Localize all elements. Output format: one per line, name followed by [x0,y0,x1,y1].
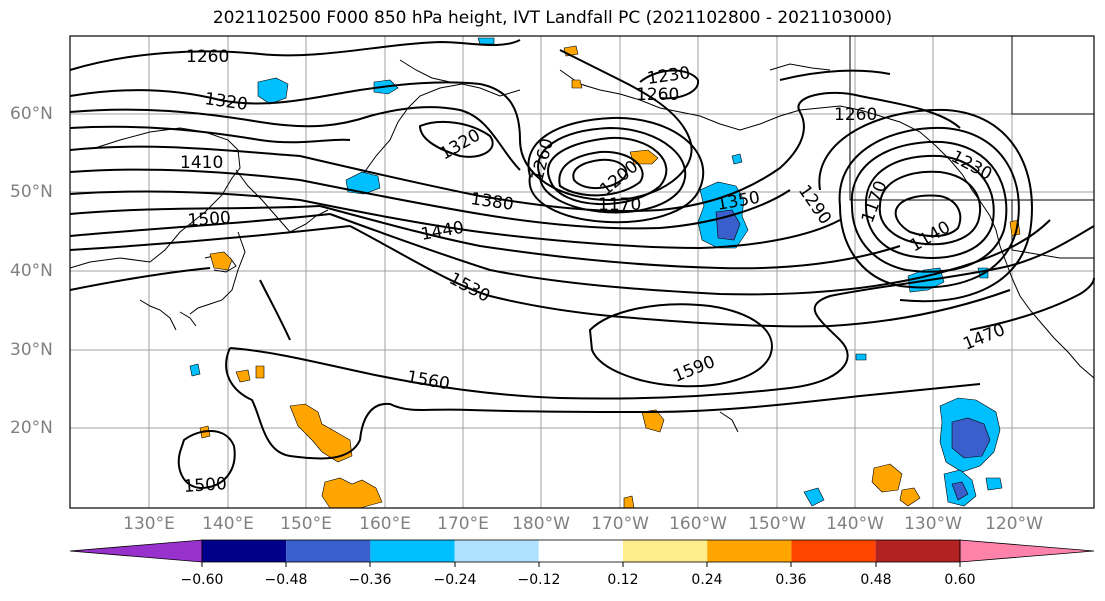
lon-label: 170°W [591,514,649,534]
colorbar-tick-label: 0.60 [944,572,976,588]
colorbar-tick-label: 0.48 [860,572,892,588]
lat-label: 50°N [10,182,53,202]
lon-label: 160°E [359,514,411,534]
lon-label: 170°E [437,514,489,534]
colorbar-segment [370,540,455,562]
colorbar-tick-label: 0.24 [691,572,723,588]
colorbar-tick-label: −0.12 [517,572,561,588]
colorbar-extend-high [959,539,1095,563]
colorbar-tick-label: 0.36 [775,572,807,588]
lat-label: 60°N [10,104,53,124]
lon-label: 130°W [904,514,962,534]
lon-label: 160°W [669,514,727,534]
colorbar-segment [707,540,792,562]
colorbar-segment [538,540,623,562]
map-border [69,35,1095,509]
colorbar [69,539,1095,567]
lon-label: 130°E [123,514,175,534]
contour-label: 1260 [834,105,877,125]
lat-label: 40°N [10,261,53,281]
height-contours [69,39,1095,490]
colorbar-segment [791,540,876,562]
lon-label: 150°E [280,514,332,534]
contour-label: 1500 [183,474,228,497]
contour-label: 1410 [180,153,223,173]
coastlines [69,36,1095,433]
contour-label: 1260 [186,47,229,67]
lon-label: 180°W [512,514,570,534]
contour-label: 1170 [598,195,641,215]
colorbar-extend-low [69,539,203,563]
contour-label: 1260 [636,85,679,105]
colorbar-segment [202,540,287,562]
colorbar-tick-label: −0.60 [180,572,224,588]
lat-label: 20°N [10,418,53,438]
ivt-positive-shading [199,45,1021,509]
lat-label: 30°N [10,340,53,360]
map-title: 2021102500 F000 850 hPa height, IVT Land… [212,8,893,28]
colorbar-segment [286,540,371,562]
colorbar-tick-label: 0.12 [607,572,639,588]
contour-label: 1500 [187,208,232,231]
lon-label: 140°W [826,514,884,534]
lon-label: 120°W [985,514,1043,534]
lon-label: 140°E [202,514,254,534]
colorbar-tick-label: −0.24 [433,572,477,588]
colorbar-tick-label: −0.48 [264,572,308,588]
colorbar-segment [875,540,960,562]
lon-label: 150°W [748,514,806,534]
colorbar-tick-label: −0.36 [348,572,392,588]
colorbar-segment [623,540,708,562]
colorbar-segment [454,540,539,562]
